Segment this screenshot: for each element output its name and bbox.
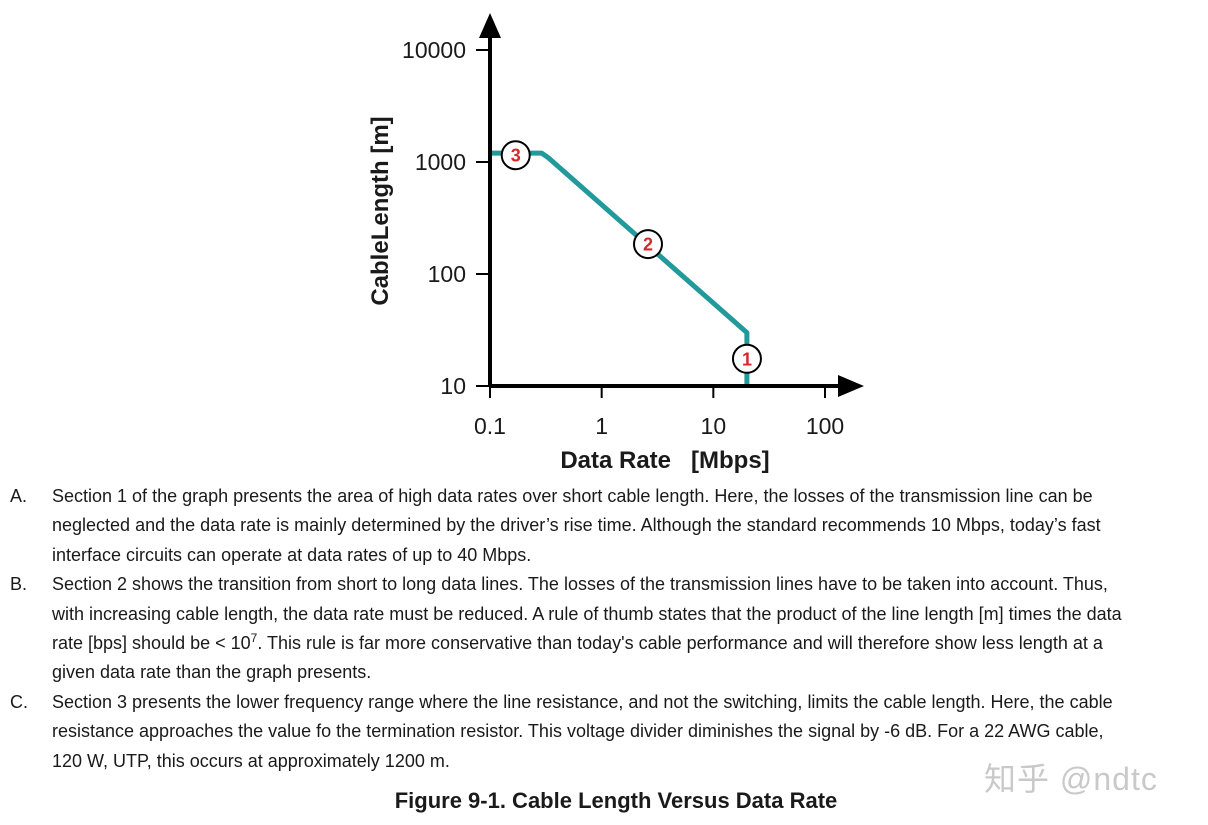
note-b-letter: B. — [10, 574, 28, 595]
y-tick-label: 100 — [428, 261, 466, 287]
y-axis-arrowhead — [479, 13, 501, 38]
note-b-exponent: 7 — [250, 631, 258, 646]
note-c-letter: C. — [10, 691, 28, 712]
watermark: 知乎 @ndtc — [984, 761, 1158, 797]
x-axis-title: Data Rate [Mbps] — [560, 447, 769, 474]
note-b-text-after: . This rule is far more conservative tha… — [52, 633, 1103, 683]
section-marker — [731, 343, 762, 374]
note-b-text-before: Section 2 shows the transition from shor… — [52, 574, 1122, 654]
series-line — [490, 150, 750, 386]
section-marker-label: 2 — [643, 235, 653, 255]
y-tick-label: 10000 — [402, 37, 466, 63]
note-a-text: Section 1 of the graph presents the area… — [52, 486, 1101, 565]
section-marker — [500, 140, 531, 171]
explanation-list: A. Section 1 of the graph presents the a… — [0, 482, 1208, 776]
y-axis-title: CableLength [m] — [367, 116, 394, 305]
note-c: C. Section 3 presents the lower frequenc… — [0, 688, 1208, 776]
y-tick-label: 1000 — [415, 149, 466, 175]
x-axis-arrowhead — [838, 375, 864, 397]
x-tick-label: 10 — [701, 413, 727, 439]
note-b-text: Section 2 shows the transition from shor… — [52, 570, 1208, 688]
section-marker — [633, 229, 664, 260]
note-a-letter: A. — [10, 486, 28, 506]
x-tick-label: 1 — [595, 413, 608, 439]
section-marker-label: 1 — [742, 349, 752, 369]
note-a: A. Section 1 of the graph presents the a… — [0, 482, 1208, 570]
section-marker-label: 3 — [511, 146, 521, 166]
note-c-text: Section 3 presents the lower frequency r… — [52, 691, 1113, 771]
y-tick-label: 10 — [440, 373, 466, 399]
note-b: B. Section 2 shows the transition from s… — [0, 570, 1208, 688]
x-tick-label: 100 — [806, 413, 844, 439]
x-tick-label: 0.1 — [474, 413, 506, 439]
figure-caption: Figure 9-1. Cable Length Versus Data Rat… — [394, 788, 838, 813]
cable-length-chart: 3 2 1 0.1 1 10 100 10 100 1000 10000 Data Rate [M… — [367, 13, 864, 474]
